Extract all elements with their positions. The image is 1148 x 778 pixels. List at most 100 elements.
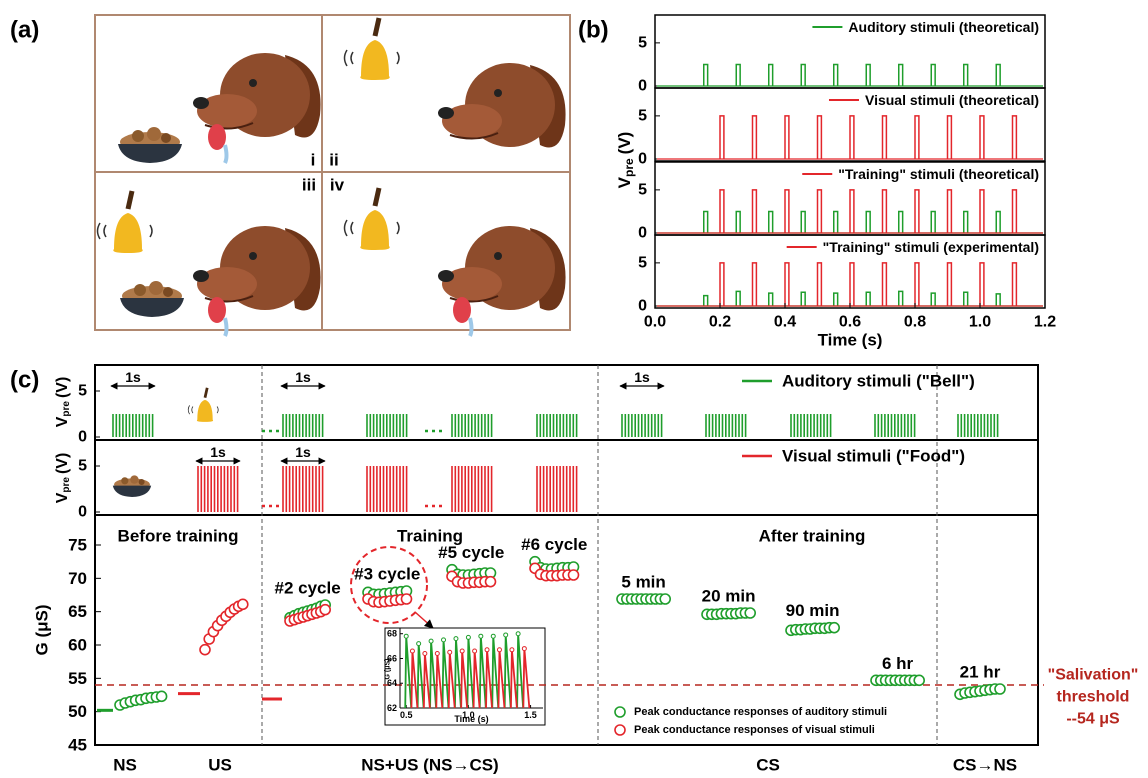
- y-tick-label: 70: [68, 569, 87, 588]
- spike-peak: [429, 639, 433, 643]
- pulse: [1013, 116, 1017, 159]
- quadrant-label: iv: [330, 176, 345, 195]
- group-label: 90 min: [786, 601, 840, 620]
- x-tick-label: 0.0: [644, 314, 666, 331]
- burst: [283, 466, 323, 512]
- pulse: [1013, 190, 1017, 233]
- pulse: [899, 211, 903, 233]
- y-axis-title: Vpre(V): [54, 377, 72, 428]
- data-point: [486, 577, 496, 587]
- burst: [622, 414, 662, 437]
- spike-peak: [448, 650, 452, 654]
- y-tick-label: 0: [78, 429, 87, 446]
- data-point: [238, 599, 248, 609]
- section-title: Before training: [118, 527, 239, 546]
- pulse: [801, 292, 805, 306]
- pulse: [931, 293, 935, 306]
- spike-peak: [404, 634, 408, 638]
- callout-arrow: [415, 612, 433, 628]
- spike-peak: [417, 642, 421, 646]
- x-tick-label: 1.0: [969, 314, 991, 331]
- burst: [452, 414, 492, 437]
- burst: [791, 414, 831, 437]
- threshold-label: "Salivation": [1048, 667, 1139, 684]
- y-tick-label: 5: [638, 34, 647, 51]
- y-tick-label: 5: [638, 107, 647, 124]
- data-point: [745, 608, 755, 618]
- legend-label: Peak conductance responses of auditory s…: [634, 706, 887, 718]
- pulse: [948, 116, 952, 159]
- pulse: [996, 64, 1000, 86]
- interval-label: 1s: [295, 369, 311, 385]
- y-tick-label: 68: [387, 629, 397, 639]
- category-label: CS: [756, 756, 780, 775]
- y-tick-label: 0: [638, 298, 647, 315]
- burst: [706, 414, 746, 437]
- data-point: [914, 675, 924, 685]
- y-tick-label: 65: [68, 602, 87, 621]
- burst: [875, 414, 915, 437]
- quadrant-label: ii: [329, 151, 338, 170]
- data-point: [157, 691, 167, 701]
- x-tick-label: 0.4: [774, 314, 796, 331]
- legend-marker: [615, 707, 625, 717]
- x-axis-title: Time (s): [818, 331, 883, 350]
- burst: [367, 466, 407, 512]
- pulse: [736, 211, 740, 233]
- pulse: [931, 211, 935, 233]
- pulse: [915, 190, 919, 233]
- group-label: #6 cycle: [521, 535, 587, 554]
- data-point: [200, 645, 210, 655]
- legend-label: Visual stimuli ("Food"): [782, 447, 965, 466]
- threshold-label: threshold: [1057, 689, 1130, 706]
- pulse: [866, 292, 870, 306]
- pulse: [801, 211, 805, 233]
- pulse: [834, 64, 838, 86]
- pulse: [883, 116, 887, 159]
- pulse: [785, 116, 789, 159]
- pulse: [753, 190, 757, 233]
- legend-label: Peak conductance responses of visual sti…: [634, 724, 875, 736]
- burst: [452, 466, 492, 512]
- x-tick-label: 0.2: [709, 314, 731, 331]
- pulse: [964, 64, 968, 86]
- x-axis-title: Time (s): [454, 714, 488, 724]
- y-tick-label: 45: [68, 736, 87, 755]
- pulse: [818, 190, 822, 233]
- group-label: #2 cycle: [275, 579, 341, 598]
- x-tick-label: 0.5: [400, 710, 413, 720]
- pulse: [915, 116, 919, 159]
- y-tick-label: 55: [68, 669, 87, 688]
- spike-peak: [485, 648, 489, 652]
- legend-label: "Training" stimuli (experimental): [823, 239, 1039, 255]
- pulse: [996, 211, 1000, 233]
- x-tick-label: 0.8: [904, 314, 926, 331]
- y-axis-title: G (μS): [33, 604, 52, 655]
- y-axis-title: Vpre(V): [54, 453, 72, 504]
- legend-label: Auditory stimuli (theoretical): [848, 19, 1039, 35]
- icons: [113, 388, 218, 497]
- pulse: [964, 292, 968, 306]
- pulse: [704, 296, 708, 306]
- pulse: [883, 263, 887, 306]
- pulse: [899, 291, 903, 306]
- burst: [537, 414, 577, 437]
- pulse: [899, 64, 903, 86]
- quadrant-label: i: [311, 151, 316, 170]
- y-tick-label: 5: [638, 181, 647, 198]
- y-tick-label: 62: [387, 703, 397, 713]
- y-tick-label: 0: [78, 504, 87, 521]
- phase-separators: [262, 365, 937, 745]
- data-point: [829, 623, 839, 633]
- group-label: 5 min: [621, 573, 665, 592]
- burst: [367, 414, 407, 437]
- pulse: [801, 64, 805, 86]
- pulse: [834, 293, 838, 306]
- category-label: CS→NS: [953, 756, 1017, 775]
- category-label: NS: [113, 756, 137, 775]
- pulse: [850, 116, 854, 159]
- y-tick-label: 0: [638, 151, 647, 168]
- interval-label: 1s: [634, 369, 650, 385]
- panel-label: (c): [10, 367, 39, 394]
- spike-peak: [479, 634, 483, 638]
